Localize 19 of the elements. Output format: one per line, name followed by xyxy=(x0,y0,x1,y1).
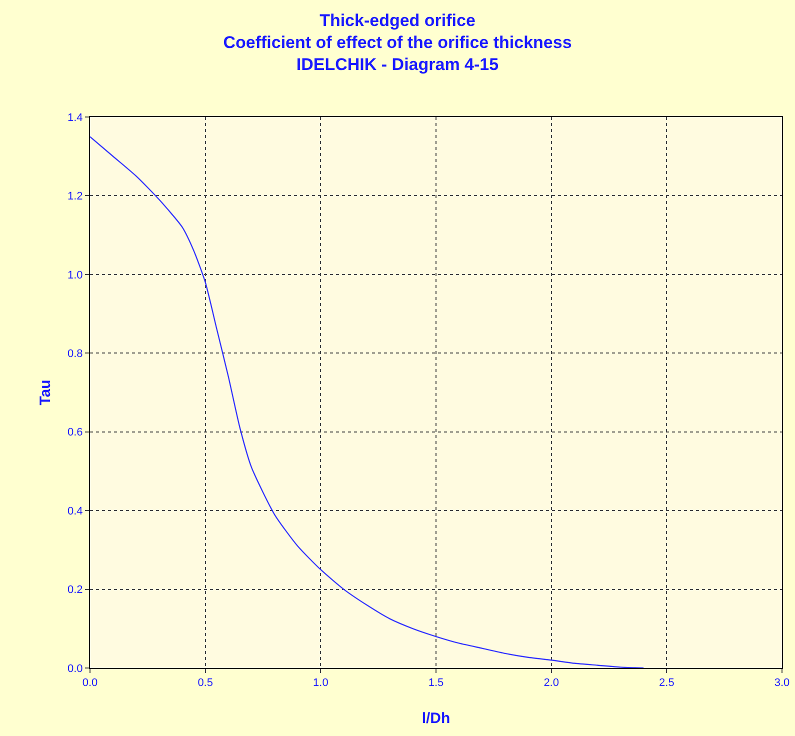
y-tick-label: 1.2 xyxy=(68,190,83,203)
y-tick-label: 1.4 xyxy=(68,112,83,124)
y-tick-label: 0.8 xyxy=(68,348,83,360)
line-series xyxy=(90,136,644,668)
x-axis-title: l/Dh xyxy=(422,710,450,727)
x-tick-label: 1.0 xyxy=(313,677,328,690)
y-tick-label: 0.2 xyxy=(68,584,83,596)
x-tick-label: 1.5 xyxy=(428,677,444,690)
x-tick-label: 0.5 xyxy=(198,677,213,690)
y-tick-label: 0.0 xyxy=(68,662,83,675)
x-tick-label: 0.0 xyxy=(82,677,98,690)
y-axis-title: Tau xyxy=(37,380,54,406)
y-tick-label: 0.4 xyxy=(68,505,83,518)
x-tick-label: 2.0 xyxy=(544,677,559,690)
x-tick-label: 2.5 xyxy=(659,677,674,690)
x-tick-label: 3.0 xyxy=(774,677,790,690)
chart-title: Thick-edged orifice Coefficient of effect of the orifice thickness IDELCHIK - Diagram 4-15 xyxy=(223,10,572,74)
y-tick-label: 1.0 xyxy=(68,269,83,282)
y-tick-label: 0.6 xyxy=(68,426,83,439)
